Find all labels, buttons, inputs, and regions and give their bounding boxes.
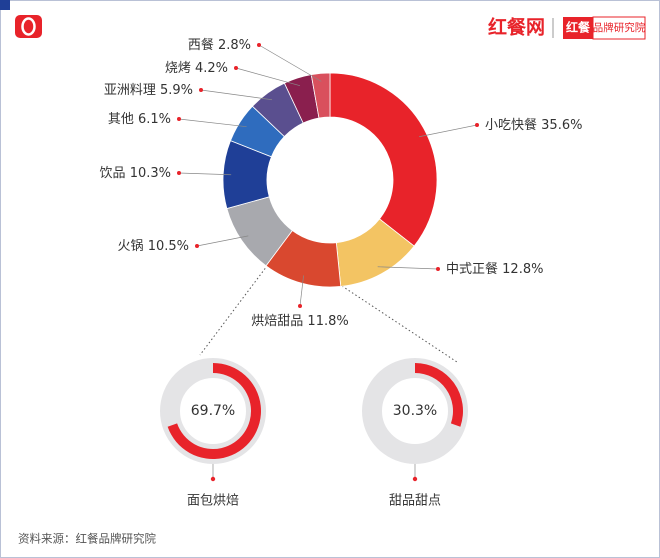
leader-line [235,67,301,86]
leader-dot [199,88,203,92]
logo: 红餐网 [488,16,545,39]
leader-line [258,44,322,82]
leader-line [418,124,478,138]
leader-dot [234,66,238,70]
gauge-category-label: 甜品甜点 [389,493,441,509]
category-label: 饮品 [100,166,126,181]
source: 资料来源：红餐品牌研究院 [18,532,156,546]
value-label: 11.8% [307,314,348,329]
value-label: 2.8% [218,38,251,53]
slice [310,72,331,119]
logo-icon-ring [21,17,36,36]
category-label: 小吃快餐 [485,117,537,133]
slice [329,72,438,247]
gauge-dot [210,476,216,482]
category-label: 中式正餐 [446,261,498,277]
value-label: 5.9% [160,83,193,98]
brand-outline [592,16,646,40]
slice-label: 烧烤 4.2% [165,61,228,76]
category-label: 烘焙甜品 [251,313,303,329]
slice-label: 小吃快餐 35.6% [485,117,582,133]
slice-label: 亚洲料理 5.9% [104,83,193,98]
value-label: 6.1% [138,112,171,127]
gauge-bar [415,363,463,427]
leader-line [178,172,232,176]
slice-label: 其他 6.1% [108,112,171,127]
brand-box [563,17,593,39]
leader-dot [195,244,199,248]
category-label: 火锅 [118,238,144,254]
gauge-category-label: 面包烘焙 [187,494,239,509]
category-label: 西餐 [188,37,214,53]
value-label: 10.3% [130,166,171,181]
gauge-value-label: 69.7% [191,403,235,419]
slice-label: 西餐 2.8% [188,37,251,53]
slice-label: 中式正餐 12.8% [446,261,543,277]
logo-icon [15,15,42,38]
leader-line [377,266,439,270]
value-label: 35.6% [541,118,582,133]
category-label: 其他 [108,112,134,127]
leader-dot [298,304,302,308]
leader-dot [257,43,261,47]
corner-mark [0,0,10,10]
leader-dot [436,267,440,271]
leader-dot [177,117,181,121]
leader-line [299,275,304,307]
brand: 品牌研究院 [593,21,646,34]
connector [199,261,271,356]
gauge-value-label: 30.3% [393,403,437,419]
leader-dot [177,171,181,175]
value-label: 12.8% [502,262,543,277]
leader-dot [475,123,479,127]
leader-line [178,118,247,128]
slice-label: 烘焙甜品 11.8% [251,313,348,329]
category-label: 亚洲料理 [104,83,156,98]
slice-label: 火锅 10.5% [118,238,189,254]
value-label: 10.5% [148,239,189,254]
leader-line [196,235,249,247]
value-label: 4.2% [195,61,228,76]
leader-line [200,89,273,101]
slice-label: 饮品 10.3% [100,166,171,181]
brand-mark: 红餐 [566,20,591,35]
category-label: 烧烤 [165,61,191,76]
connector [341,285,458,363]
gauge-dot [412,476,418,482]
